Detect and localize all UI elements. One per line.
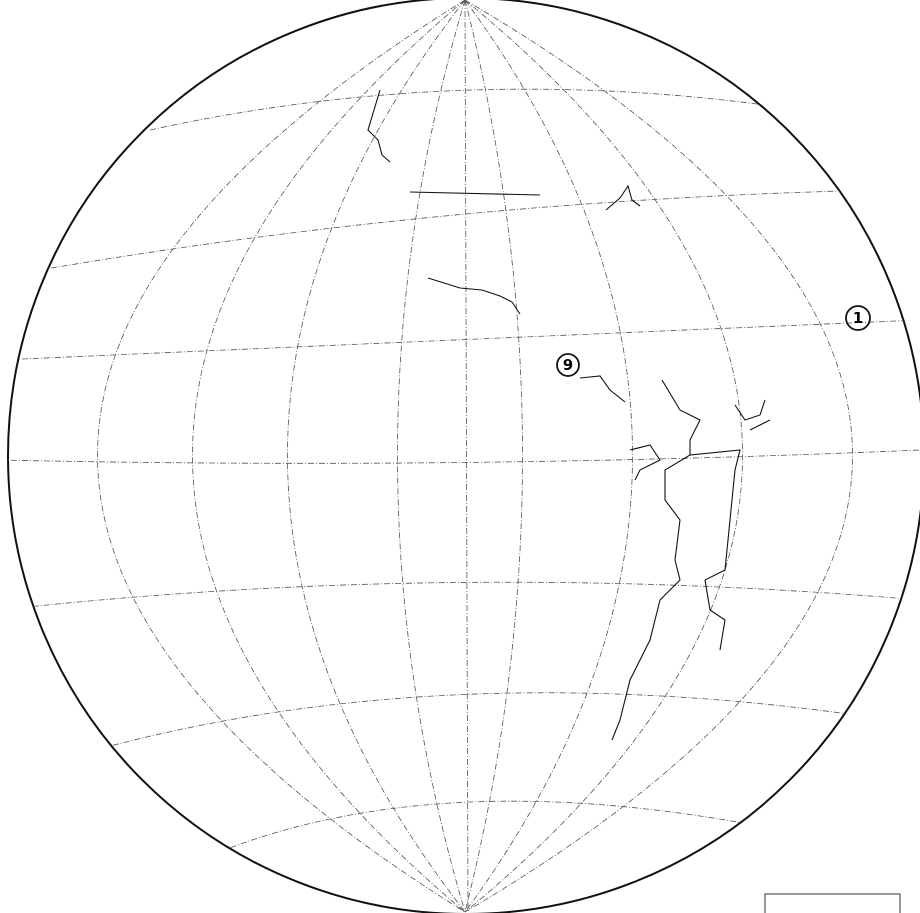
coastlines: [367, 89, 771, 741]
label-text: 1: [853, 309, 863, 327]
inset-box: [764, 893, 901, 913]
label-circle: [845, 305, 871, 331]
meridian: [464, 0, 743, 913]
coast: [427, 277, 521, 315]
label-1: 1: [845, 305, 871, 331]
meridian: [97, 0, 466, 913]
coast: [629, 444, 661, 481]
label-9: 9: [556, 353, 580, 377]
label-circle: [556, 353, 580, 377]
parallel: [8, 449, 920, 464]
parallel: [199, 800, 781, 861]
meridian: [464, 0, 523, 913]
coast: [409, 191, 541, 196]
globe-outline: [7, 0, 920, 913]
meridian: [464, 0, 469, 913]
coast: [611, 454, 691, 741]
meridian: [397, 0, 466, 913]
coast: [579, 375, 626, 403]
coast: [605, 184, 641, 211]
parallel: [39, 189, 881, 271]
parallel: [149, 88, 801, 131]
meridian: [287, 0, 466, 913]
parallel: [8, 319, 920, 361]
meridian: [464, 0, 853, 913]
coast: [367, 89, 391, 163]
coast: [734, 399, 771, 431]
meridian: [192, 0, 466, 913]
label-text: 9: [563, 356, 573, 374]
coast: [661, 379, 741, 651]
parallel: [59, 692, 891, 761]
meridian: [464, 0, 633, 913]
parallel: [8, 581, 920, 611]
